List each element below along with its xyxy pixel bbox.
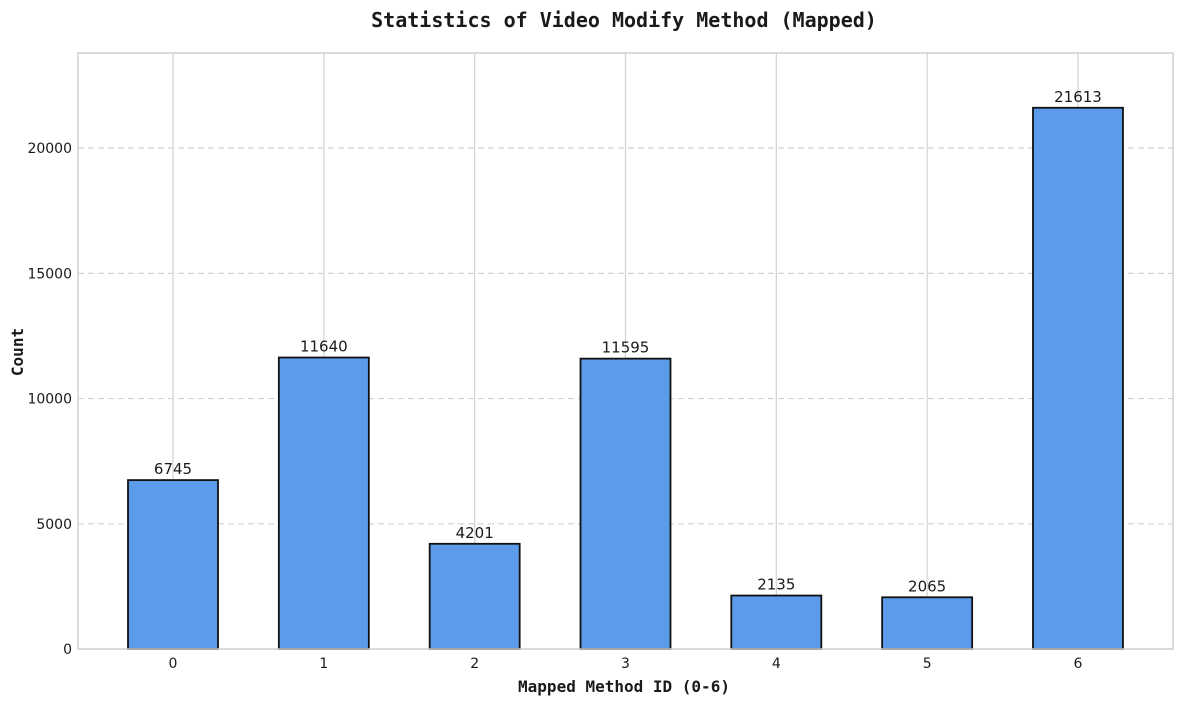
- bar-2: [428, 542, 521, 650]
- data-label-0: 6745: [154, 460, 192, 478]
- plot-frame: [77, 52, 1174, 650]
- bar-6: [1032, 106, 1124, 650]
- bars: 6745 11640 4201 11595 2135 2065 21613: [127, 88, 1124, 650]
- y-tick-label: 20000: [27, 141, 72, 157]
- y-tick-label: 5000: [36, 517, 72, 533]
- x-tick-label: 3: [621, 656, 630, 672]
- bar-5: [881, 596, 974, 650]
- data-label-5: 2065: [908, 577, 946, 595]
- x-tick-label: 1: [319, 656, 328, 672]
- data-label-2: 4201: [456, 524, 494, 542]
- ticks: 0 1 2 3 4 5 6 0 5000 10000 15000 20000: [27, 141, 1082, 672]
- bar-3: [579, 357, 672, 650]
- x-tick-label: 0: [169, 656, 178, 672]
- y-tick-label: 0: [63, 642, 72, 658]
- data-label-3: 11595: [602, 339, 650, 357]
- x-tick-label: 5: [923, 656, 932, 672]
- data-label-1: 11640: [300, 338, 348, 356]
- x-tick-label: 2: [470, 656, 479, 672]
- bar-0: [127, 479, 219, 650]
- y-tick-label: 10000: [27, 392, 72, 408]
- y-axis-label: Count: [8, 328, 27, 376]
- x-tick-label: 6: [1074, 656, 1083, 672]
- x-tick-label: 4: [772, 656, 781, 672]
- data-label-4: 2135: [757, 576, 795, 594]
- x-axis-label: Mapped Method ID (0-6): [518, 677, 730, 696]
- chart-title: Statistics of Video Modify Method (Mappe…: [371, 8, 877, 32]
- data-label-6: 21613: [1054, 88, 1102, 106]
- bar-4: [730, 594, 823, 650]
- bar-1: [277, 356, 370, 650]
- y-tick-label: 15000: [27, 266, 72, 282]
